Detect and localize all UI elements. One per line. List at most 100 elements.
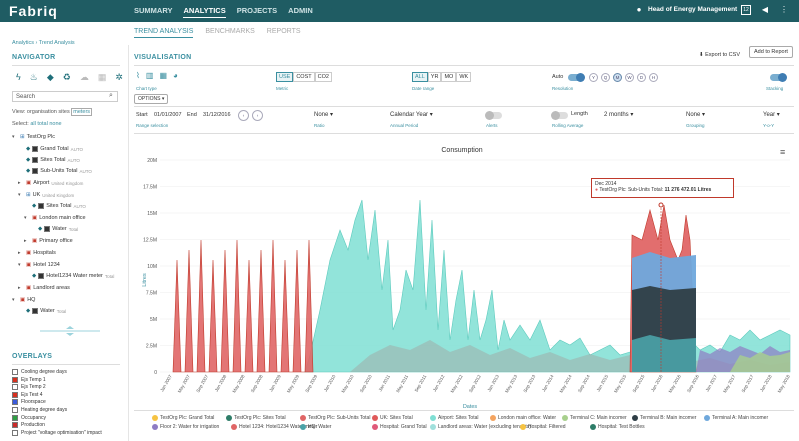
range-all[interactable]: ALL <box>412 72 428 82</box>
tree-item[interactable]: ▸ ▣ Landlord areas <box>18 285 70 291</box>
resolution-d[interactable]: D <box>637 73 646 82</box>
rolling-length-select[interactable]: 2 months <box>604 111 633 118</box>
legend-item[interactable]: Hospital: Grand Total <box>372 424 427 430</box>
tree-item[interactable]: ▾ ⊞ TestOrg Plc <box>12 134 56 140</box>
overlay-checkbox[interactable] <box>12 399 18 406</box>
metric-use[interactable]: USE <box>276 72 294 82</box>
legend-item[interactable]: Airport: Sites Total <box>430 415 478 421</box>
menu-icon[interactable]: ⋮ <box>780 5 788 14</box>
range-yr[interactable]: YR <box>427 72 442 82</box>
auto-toggle[interactable] <box>568 73 585 82</box>
overlay-checkbox[interactable] <box>12 384 18 391</box>
user-menu[interactable]: Head of Energy Management <box>648 6 738 13</box>
tab-benchmarks[interactable]: BENCHMARKS <box>205 28 255 35</box>
alerts-toggle[interactable] <box>485 111 502 120</box>
tree-item[interactable]: ▸ ▣ Airport United Kingdom <box>18 180 84 186</box>
overlay-checkbox[interactable] <box>12 376 18 383</box>
tree-item[interactable]: ▾ ▣ London main office <box>24 215 86 221</box>
tree-item[interactable]: ▾ ▣ HQ <box>12 297 36 303</box>
legend-item[interactable]: Landlord areas: Water (excluding tenants… <box>430 424 531 430</box>
cloud-icon[interactable]: ☁ <box>79 72 89 82</box>
app-logo[interactable]: Fabriq <box>9 3 58 19</box>
checkbox[interactable] <box>44 226 51 232</box>
legend-item[interactable]: Hospital: Test Bottles <box>590 424 645 430</box>
overlay-item[interactable]: Floorspace <box>12 399 46 406</box>
consumption-chart[interactable]: Consumption ≡ 0 2.5M 5M 7.5M 10M 12.5M 15M 17.5… <box>130 140 795 412</box>
checkbox[interactable] <box>32 168 39 174</box>
overlay-item[interactable]: Occupancy <box>12 414 46 421</box>
metric-co2[interactable]: CO2 <box>314 72 332 82</box>
checkbox[interactable] <box>32 308 39 314</box>
stacking-toggle[interactable] <box>770 73 787 82</box>
start-date-input[interactable]: 01/01/2007 <box>154 112 182 118</box>
range-wk[interactable]: WK <box>456 72 472 82</box>
select-all[interactable]: all <box>30 121 36 127</box>
checkbox[interactable] <box>32 146 39 152</box>
tree-item[interactable]: ◆ Sites Total AUTO <box>26 157 80 163</box>
checkbox[interactable] <box>38 203 45 209</box>
select-none[interactable]: none <box>49 121 62 127</box>
overlay-checkbox[interactable] <box>12 391 18 398</box>
export-csv-link[interactable]: ⬇ Export to CSV <box>699 52 740 58</box>
grid-chart-icon[interactable]: ▦ <box>159 71 168 80</box>
view-meters[interactable]: meters <box>71 108 93 116</box>
gas-icon[interactable]: ♨ <box>29 72 38 82</box>
mail-icon[interactable]: 12 <box>741 5 751 15</box>
tree-item[interactable]: ◆ Sites Total AUTO <box>32 203 86 209</box>
electricity-icon[interactable]: ϟ <box>16 72 21 82</box>
pie-chart-icon[interactable]: ◕ <box>173 71 178 80</box>
nav-admin[interactable]: ADMIN <box>288 6 313 15</box>
legend-item[interactable]: London main office: Water <box>490 415 556 421</box>
overlay-item[interactable]: Cooling degree days <box>12 369 67 375</box>
tree-item[interactable]: ▸ ▣ Hospitals <box>18 250 56 256</box>
legend-item[interactable]: TestOrg Plc: Sites Total <box>226 415 286 421</box>
resolution-q[interactable]: Q <box>601 73 610 82</box>
legend-item[interactable]: Hospital: Filtered <box>520 424 566 430</box>
overlay-checkbox[interactable] <box>12 429 18 436</box>
search-icon[interactable]: ⌕ <box>109 92 113 99</box>
resolution-m[interactable]: M <box>613 73 622 82</box>
view-sites[interactable]: sites <box>58 109 70 115</box>
area-sub-units-total[interactable] <box>172 239 314 373</box>
end-date-input[interactable]: 31/12/2016 <box>203 112 231 118</box>
chart-menu-icon[interactable]: ≡ <box>780 147 785 157</box>
area-airport-sites-total[interactable] <box>304 199 791 373</box>
bar-chart-icon[interactable]: ▥ <box>145 71 154 80</box>
legend-item[interactable]: HQ: Water <box>300 424 331 430</box>
resize-handle[interactable] <box>40 326 100 336</box>
overlay-item[interactable]: Ejs Test 4 <box>12 391 43 398</box>
overlay-item[interactable]: Ejs Temp 1 <box>12 376 46 383</box>
tree-item[interactable]: ▸ ▣ Primary office <box>24 238 73 244</box>
legend-item[interactable]: Terminal C: Main incomer <box>562 415 627 421</box>
add-to-report-button[interactable]: Add to Report <box>749 46 793 58</box>
area-hq-water[interactable] <box>632 335 696 372</box>
rolling-toggle[interactable] <box>551 111 568 120</box>
ratio-select[interactable]: None <box>314 111 333 118</box>
yoy-select[interactable]: Year <box>763 111 780 118</box>
legend-item[interactable]: Floor 2: Water for irrigation <box>152 424 219 430</box>
select-total[interactable]: total <box>37 121 48 127</box>
tree-item[interactable]: ◆ Water Total <box>38 226 79 232</box>
legend-item[interactable]: Terminal A: Main incomer <box>704 415 768 421</box>
settings-icon[interactable]: ✲ <box>115 72 123 82</box>
overlay-item[interactable]: Heating degree days <box>12 407 67 413</box>
breadcrumb[interactable]: Analytics › Trend Analysis <box>12 40 75 46</box>
resolution-w[interactable]: W <box>625 73 634 82</box>
next-range-button[interactable]: › <box>252 110 263 121</box>
water-icon[interactable]: ◆ <box>46 72 54 82</box>
nav-summary[interactable]: SUMMARY <box>134 6 173 15</box>
nav-projects[interactable]: PROJECTS <box>236 6 278 15</box>
user-icon[interactable]: ● <box>636 5 642 14</box>
tab-trend-analysis[interactable]: TREND ANALYSIS <box>134 28 194 38</box>
line-chart-icon[interactable]: ⌇ <box>136 71 140 80</box>
range-mo[interactable]: MO <box>441 72 457 82</box>
grouping-select[interactable]: None <box>686 111 705 118</box>
overlay-item[interactable]: Project "voltage optimisation" impact <box>12 429 102 436</box>
tree-item[interactable]: ◆ Sub-Units Total AUTO <box>26 168 92 174</box>
prev-range-button[interactable]: ‹ <box>238 110 249 121</box>
resolution-h[interactable]: H <box>649 73 658 82</box>
area-terminal-c[interactable] <box>730 352 790 372</box>
legend-item[interactable]: UK: Sites Total <box>372 415 413 421</box>
nav-analytics[interactable]: ANALYTICS <box>183 6 226 18</box>
navigator-search-input[interactable]: Search <box>12 91 118 102</box>
